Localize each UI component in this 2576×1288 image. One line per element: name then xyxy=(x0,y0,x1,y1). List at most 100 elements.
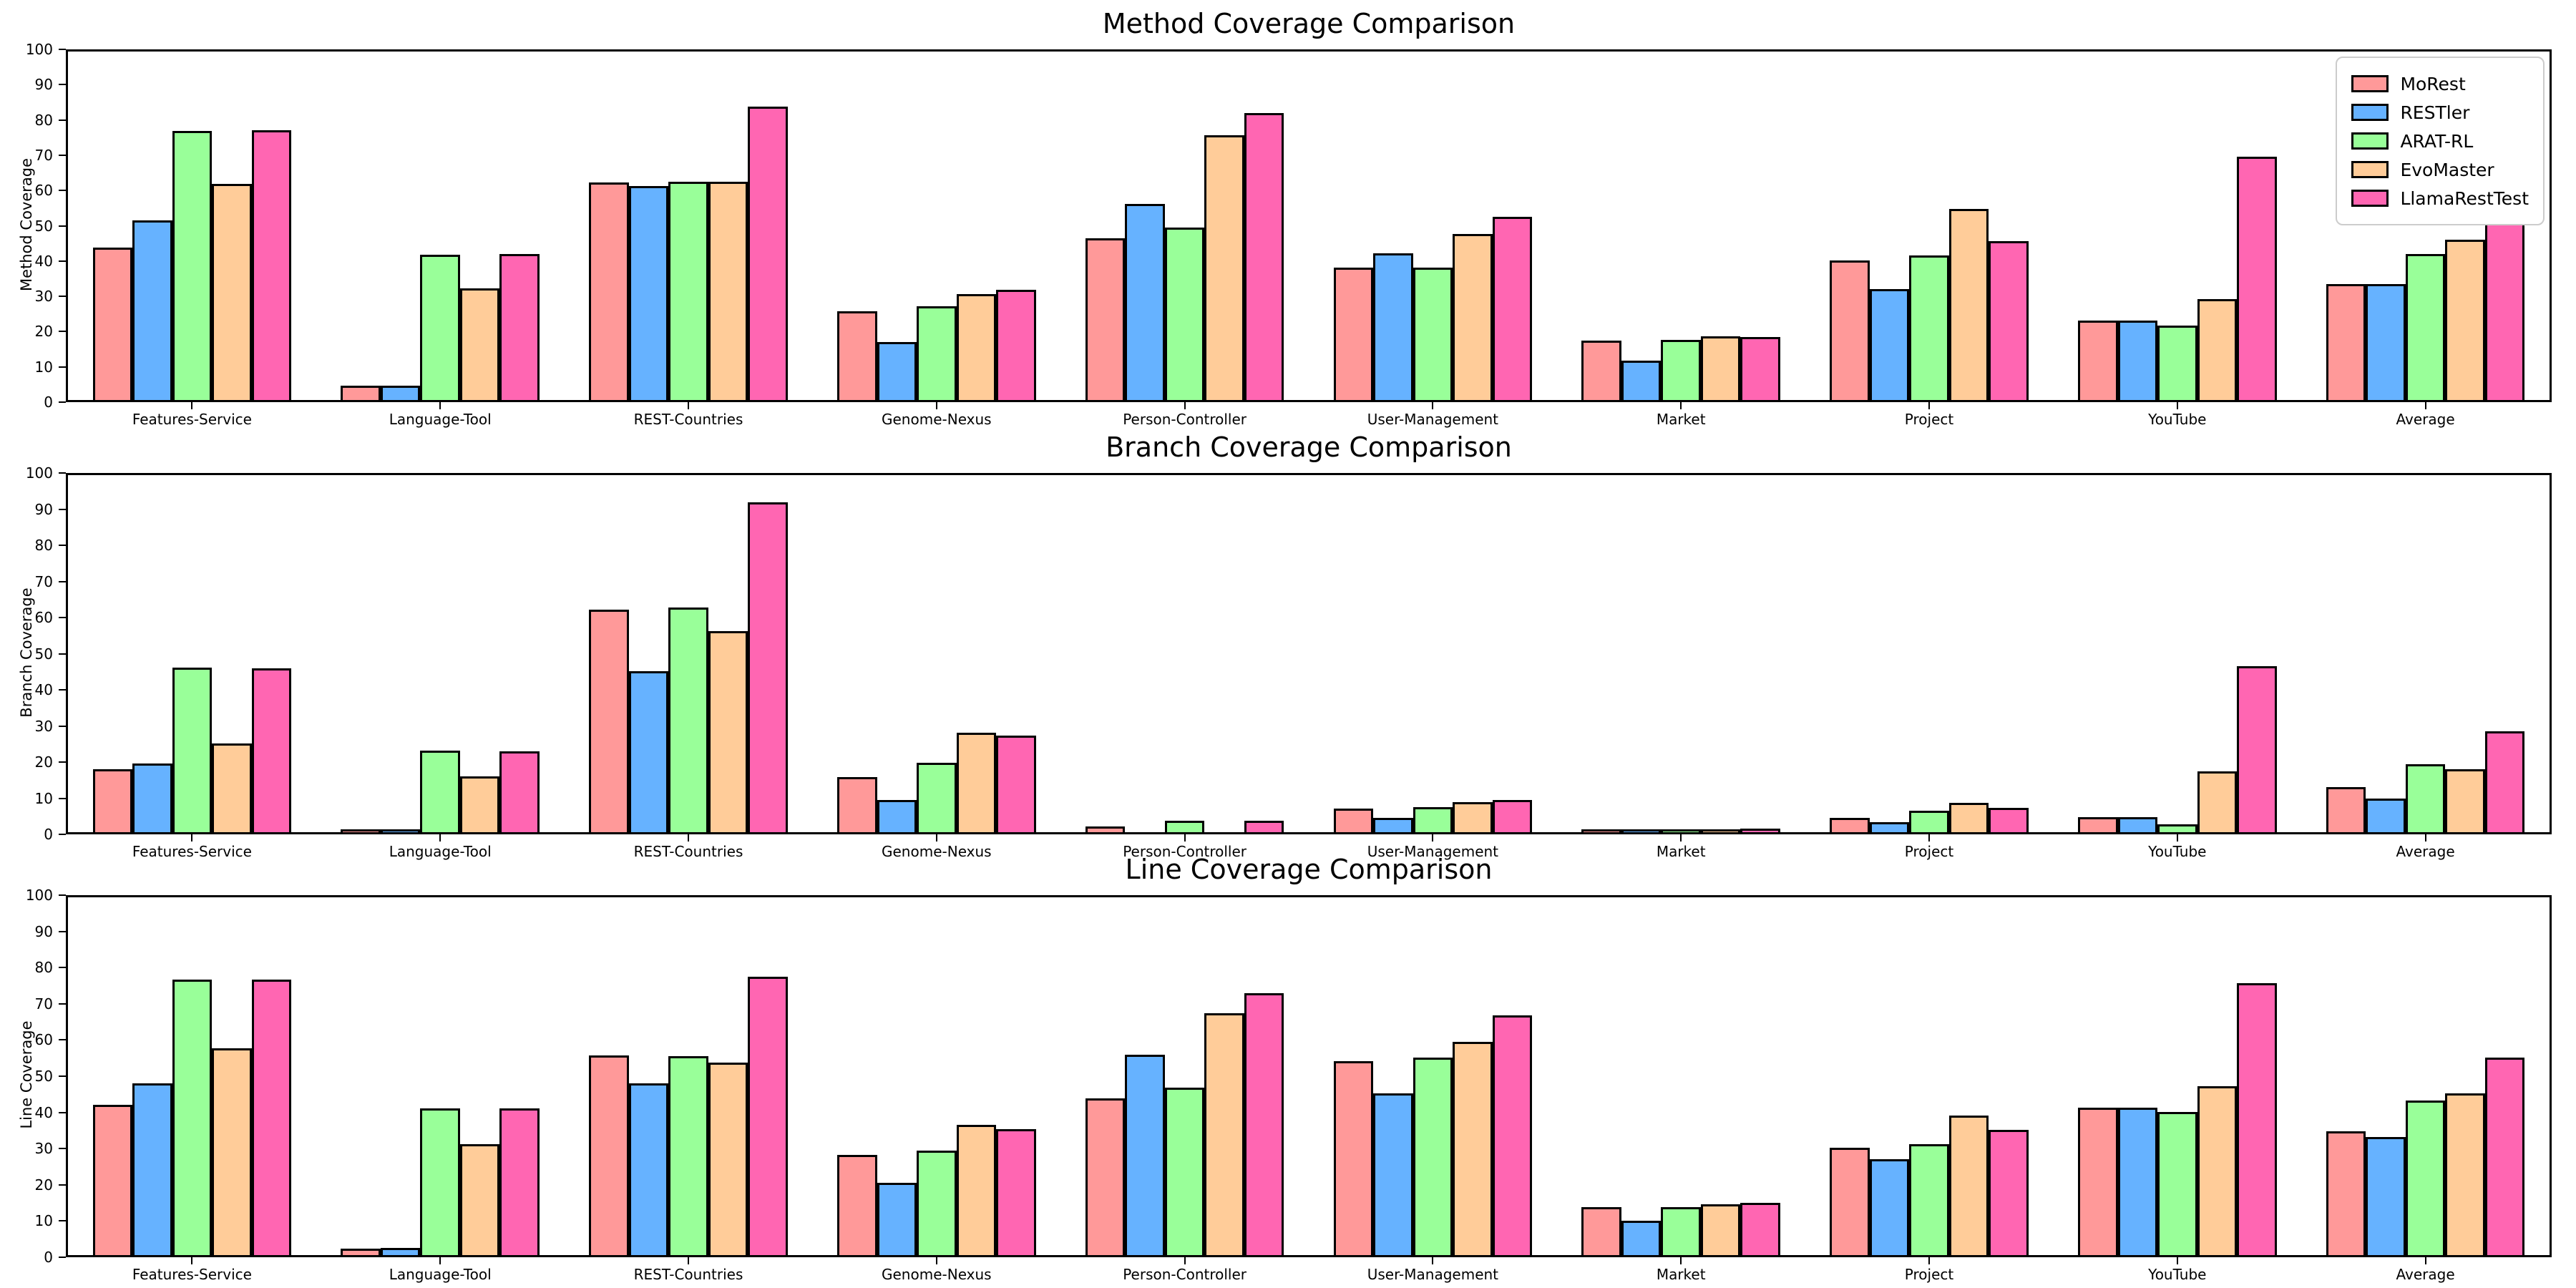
y-tick-mark xyxy=(59,154,66,156)
bar-morest-genome-nexus xyxy=(837,311,877,400)
bar-restler-youtube xyxy=(2117,817,2158,832)
bar-arat-rl-genome-nexus xyxy=(917,1151,957,1255)
x-tick-mark xyxy=(439,834,441,841)
y-tick-mark xyxy=(59,119,66,121)
bar-arat-rl-rest-countries xyxy=(668,608,708,832)
bar-llamaresttest-features-service xyxy=(251,130,292,400)
y-tick-label: 30 xyxy=(34,288,53,306)
plot-area-method xyxy=(66,49,2552,402)
bar-arat-rl-person-controller xyxy=(1164,821,1205,832)
bar-restler-genome-nexus xyxy=(877,800,917,832)
y-tick-mark xyxy=(59,508,66,510)
y-tick-label: 100 xyxy=(25,464,53,482)
x-tick-mark xyxy=(1680,402,1682,409)
x-tick-label: Genome-Nexus xyxy=(882,411,992,428)
x-tick-label: Market xyxy=(1656,411,1706,428)
bar-restler-features-service xyxy=(132,220,172,400)
bar-evomaster-rest-countries xyxy=(708,1063,748,1255)
x-tick-mark xyxy=(688,834,689,841)
bar-llamaresttest-youtube xyxy=(2237,983,2277,1255)
x-tick-mark xyxy=(2424,402,2426,409)
y-tick-mark xyxy=(59,545,66,546)
bar-restler-features-service xyxy=(132,763,172,832)
bar-morest-rest-countries xyxy=(589,182,629,400)
bar-arat-rl-person-controller xyxy=(1164,1088,1205,1255)
bar-morest-market xyxy=(1581,1207,1621,1255)
bar-llamaresttest-language-tool xyxy=(499,254,540,400)
y-tick-mark xyxy=(59,225,66,227)
x-tick-mark xyxy=(191,402,193,409)
x-tick-label: Genome-Nexus xyxy=(882,1266,992,1283)
bar-arat-rl-language-tool xyxy=(420,751,460,832)
y-tick-mark xyxy=(59,296,66,298)
y-tick-mark xyxy=(59,190,66,192)
chart-title-method: Method Coverage Comparison xyxy=(1102,8,1516,39)
bar-evomaster-project xyxy=(1948,803,1989,832)
y-tick-mark xyxy=(59,689,66,691)
bar-restler-market xyxy=(1621,829,1662,832)
bar-restler-language-tool xyxy=(380,1248,421,1255)
x-tick-mark xyxy=(2424,834,2426,841)
x-tick-mark xyxy=(935,834,937,841)
bar-arat-rl-rest-countries xyxy=(668,182,708,400)
bar-evomaster-market xyxy=(1700,1204,1741,1255)
y-tick-label: 10 xyxy=(34,358,53,376)
x-tick-mark xyxy=(439,1257,441,1264)
y-tick-label: 80 xyxy=(34,537,53,554)
x-tick-label: REST-Countries xyxy=(633,843,743,860)
y-tick-mark xyxy=(59,834,66,835)
bar-arat-rl-project xyxy=(1909,1144,1949,1255)
bar-llamaresttest-language-tool xyxy=(499,751,540,832)
x-tick-label: Person-Controller xyxy=(1123,411,1246,428)
x-tick-label: User-Management xyxy=(1367,411,1499,428)
bar-llamaresttest-person-controller xyxy=(1244,993,1284,1255)
bar-restler-youtube xyxy=(2117,321,2158,400)
bar-llamaresttest-project xyxy=(1989,1130,2029,1255)
legend-label: ARAT-RL xyxy=(2400,130,2474,152)
y-tick-label: 20 xyxy=(34,753,53,771)
bar-morest-person-controller xyxy=(1085,826,1126,832)
x-tick-mark xyxy=(1184,834,1186,841)
bar-evomaster-features-service xyxy=(212,1048,252,1255)
bar-morest-person-controller xyxy=(1085,1098,1126,1255)
x-tick-label: Person-Controller xyxy=(1123,1266,1246,1283)
bar-morest-project xyxy=(1830,260,1870,400)
x-tick-mark xyxy=(1928,1257,1930,1264)
y-tick-label: 90 xyxy=(34,76,53,94)
bar-morest-user-management xyxy=(1333,1061,1374,1255)
legend-entry: LlamaRestTest xyxy=(2351,184,2529,213)
bar-morest-market xyxy=(1581,829,1621,832)
bar-llamaresttest-genome-nexus xyxy=(996,1129,1036,1255)
y-tick-label: 60 xyxy=(34,182,53,200)
y-tick-label: 90 xyxy=(34,500,53,518)
x-tick-mark xyxy=(1432,1257,1434,1264)
bar-llamaresttest-user-management xyxy=(1492,800,1533,832)
bar-arat-rl-youtube xyxy=(2157,824,2197,832)
bar-evomaster-features-service xyxy=(212,743,252,832)
y-tick-label: 80 xyxy=(34,959,53,977)
bar-evomaster-features-service xyxy=(212,184,252,400)
x-tick-label: REST-Countries xyxy=(633,1266,743,1283)
bar-arat-rl-project xyxy=(1909,811,1949,832)
bar-arat-rl-youtube xyxy=(2157,1112,2197,1255)
bar-evomaster-language-tool xyxy=(459,288,500,400)
plot-area-branch xyxy=(66,473,2552,834)
x-tick-label: Market xyxy=(1656,1266,1706,1283)
bar-arat-rl-average xyxy=(2405,764,2446,832)
x-tick-label: Language-Tool xyxy=(389,843,492,860)
legend: MoRest RESTler ARAT-RL EvoMaster LlamaRestTe… xyxy=(2336,57,2545,225)
y-tick-mark xyxy=(59,84,66,86)
x-tick-mark xyxy=(1928,834,1930,841)
bar-llamaresttest-person-controller xyxy=(1244,113,1284,400)
x-tick-label: Features-Service xyxy=(132,843,252,860)
x-tick-label: YouTube xyxy=(2148,1266,2207,1283)
legend-swatch-icon xyxy=(2351,75,2389,92)
legend-swatch-icon xyxy=(2351,132,2389,150)
y-tick-label: 90 xyxy=(34,922,53,940)
x-tick-label: Project xyxy=(1904,843,1954,860)
bar-morest-average xyxy=(2326,1131,2366,1255)
bar-morest-features-service xyxy=(92,248,133,400)
bar-restler-average xyxy=(2366,284,2406,400)
y-tick-label: 100 xyxy=(25,41,53,58)
y-tick-label: 50 xyxy=(34,217,53,235)
